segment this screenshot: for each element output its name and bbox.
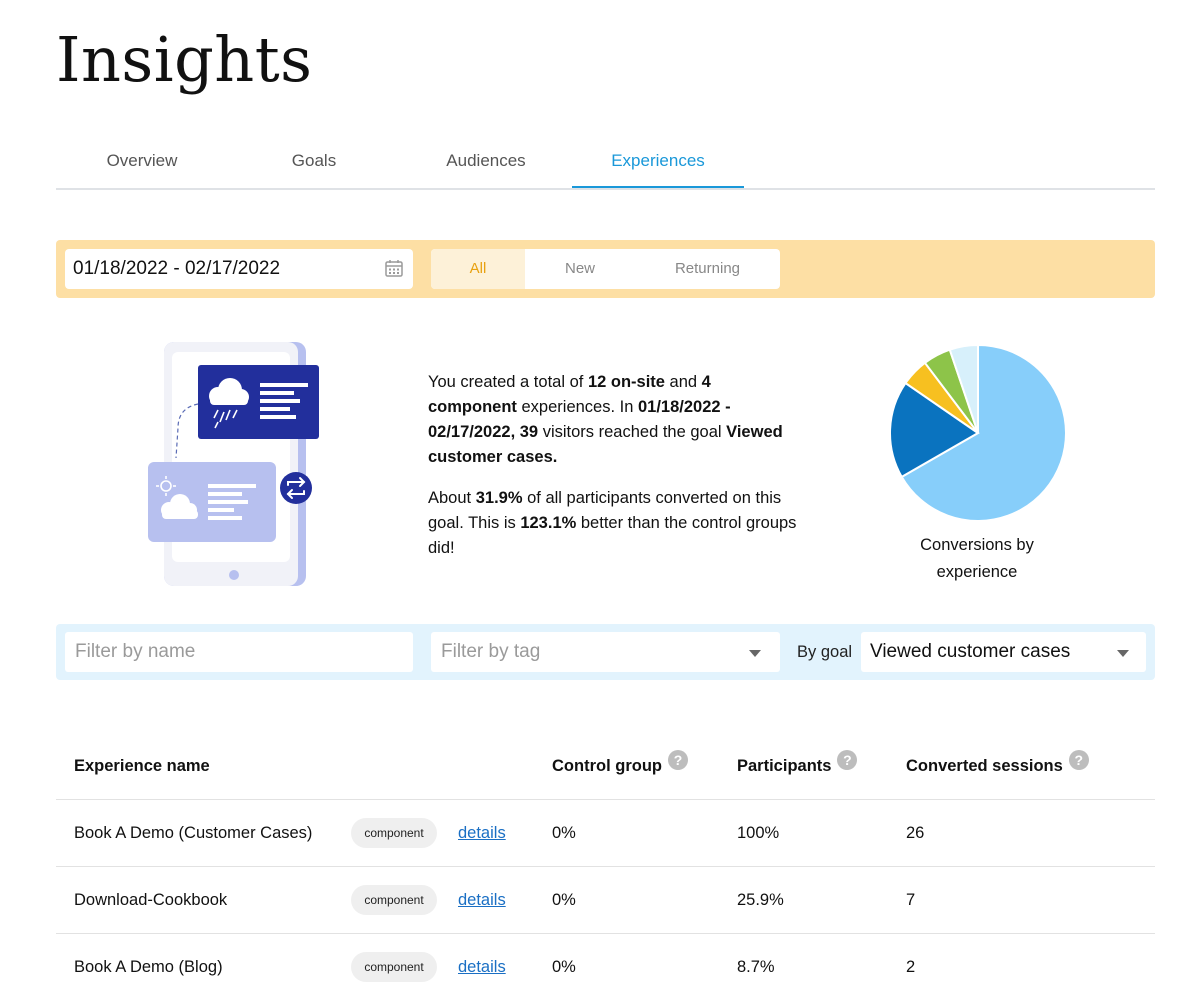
experience-summary: You created a total of 12 on-site and 4 … [428,370,798,577]
filter-tag-placeholder: Filter by tag [441,641,541,662]
tab-experiences[interactable]: Experiences [572,140,744,188]
tag-badge: component [351,818,437,848]
pie-chart-title: Conversions by experience [920,536,1034,581]
converted-sessions-value: 7 [906,891,916,909]
tab-bar: Overview Goals Audiences Experiences [56,140,1155,190]
control-group-value: 0% [552,891,576,909]
by-goal-label: By goal [797,643,853,661]
table-divider [56,799,1155,800]
chevron-down-icon [1117,650,1129,657]
conversions-pie-chart [889,343,1067,522]
details-link[interactable]: details [458,891,506,909]
tab-overview[interactable]: Overview [106,151,178,170]
converted-sessions-value: 26 [906,824,925,842]
experience-name: Book A Demo (Blog) [74,958,223,976]
help-icon[interactable]: ? [837,750,858,770]
column-header-participants: Participants? [737,750,858,778]
goal-select[interactable]: Viewed customer cases [861,632,1146,672]
details-link[interactable]: details [458,824,506,842]
summary-paragraph-conversion: About 31.9% of all participants converte… [428,489,797,557]
converted-sessions-value: 2 [906,958,916,976]
experience-name: Book A Demo (Customer Cases) [74,824,313,842]
date-range-input[interactable]: 01/18/2022 - 02/17/2022 [65,249,413,289]
participants-value: 8.7% [737,958,775,976]
goal-select-value: Viewed customer cases [870,641,1071,662]
participants-value: 25.9% [737,891,784,909]
table-divider [56,933,1155,934]
column-header-experience-name: Experience name [74,757,210,775]
column-header-converted-sessions: Converted sessions? [906,750,1089,778]
filter-name-input[interactable] [65,632,413,672]
table-divider [56,866,1155,867]
summary-paragraph-totals: You created a total of 12 on-site and 4 … [428,373,783,466]
pie-slice-5 [948,343,979,434]
filter-tag-select[interactable]: Filter by tag [431,632,780,672]
control-group-value: 0% [552,824,576,842]
date-filter-bar: 01/18/2022 - 02/17/2022 All New Returnin… [56,240,1155,298]
visitor-segment-control: All New Returning [431,249,780,289]
tab-goals[interactable]: Goals [291,151,337,170]
insights-illustration [148,342,319,586]
help-icon[interactable]: ? [667,750,688,770]
tag-badge: component [351,885,437,915]
control-group-value: 0% [552,958,576,976]
pie-slice-2 [889,381,980,479]
column-header-control-group: Control group? [552,750,688,778]
pie-slice-1 [900,343,1067,522]
details-link[interactable]: details [458,958,506,976]
participants-value: 100% [737,824,780,842]
page-title: Insights [56,23,313,96]
calendar-icon[interactable] [385,259,403,277]
segment-new-button[interactable]: New [564,260,595,277]
experience-filter-bar: Filter by tag By goal Viewed customer ca… [56,624,1155,680]
chevron-down-icon [749,650,761,657]
tab-audiences[interactable]: Audiences [446,151,526,170]
segment-all-button[interactable]: All [431,249,525,289]
tag-badge: component [351,952,437,982]
segment-returning-button[interactable]: Returning [674,260,741,277]
help-icon[interactable]: ? [1068,750,1089,770]
date-range-value: 01/18/2022 - 02/17/2022 [73,258,281,279]
experience-name: Download-Cookbook [74,891,228,909]
